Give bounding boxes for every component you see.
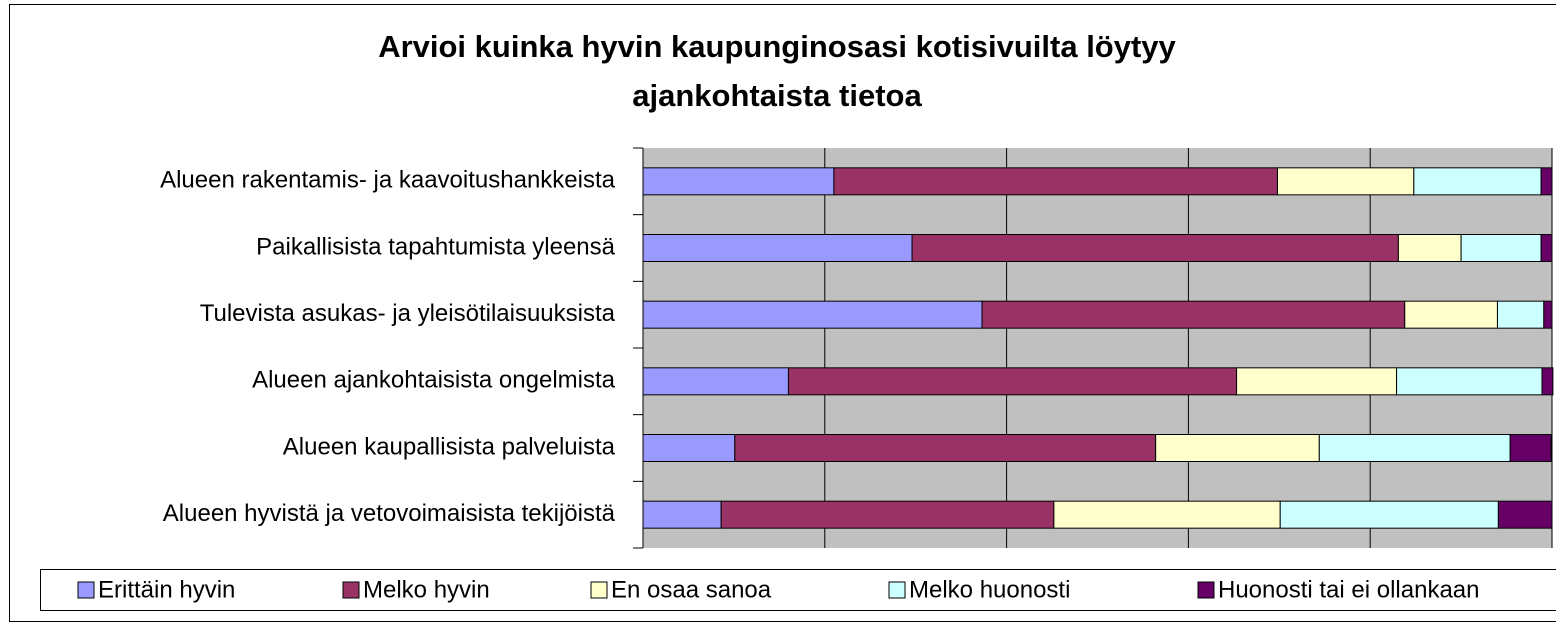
- bar-segment: [642, 367, 789, 396]
- bar-segment: [911, 234, 1399, 262]
- bar-segment: [1155, 434, 1320, 462]
- bar-segment: [1404, 300, 1498, 329]
- bar-segment: [1396, 367, 1543, 396]
- bar-segment: [642, 434, 736, 462]
- legend-label: Erittäin hyvin: [98, 576, 235, 603]
- legend-swatch: [888, 581, 906, 599]
- y-tick-label: Alueen kaupallisista palveluista: [283, 433, 616, 460]
- legend-label: En osaa sanoa: [611, 576, 772, 603]
- bar-segment: [1540, 167, 1553, 196]
- legend-swatch: [77, 581, 95, 599]
- bar-segment: [1236, 367, 1398, 396]
- bar-segment: [642, 500, 722, 529]
- legend-swatch: [1197, 581, 1215, 599]
- bar-segment: [642, 167, 835, 196]
- chart-title: Arvioi kuinka hyvin kaupunginosasi kotis…: [378, 29, 1176, 113]
- plot-area: [643, 148, 1552, 548]
- legend-label: Huonosti tai ei ollankaan: [1218, 576, 1480, 603]
- bar-segment: [787, 367, 1238, 396]
- bar-segment: [1397, 234, 1462, 262]
- y-tick-label: Paikallisista tapahtumista yleensä: [256, 233, 616, 260]
- bar-segment: [1540, 234, 1553, 262]
- bar-segment: [1413, 167, 1542, 196]
- y-tick-label: Alueen ajankohtaisista ongelmista: [252, 367, 616, 394]
- bar-segment: [1460, 234, 1542, 262]
- bar-segment: [1497, 500, 1553, 529]
- bar-segment: [1279, 500, 1499, 529]
- legend-box: [40, 569, 1556, 611]
- bar-segment: [981, 300, 1406, 329]
- y-tick-label: Alueen rakentamis- ja kaavoitushankkeist…: [160, 167, 616, 194]
- bar-segment: [642, 300, 983, 329]
- bar-segment: [1276, 167, 1415, 196]
- legend-label: Melko hyvin: [363, 576, 490, 603]
- y-tick-label: Tulevista asukas- ja yleisötilaisuuksist…: [200, 300, 616, 327]
- bar-segment: [734, 434, 1157, 462]
- bar-segment: [1543, 300, 1553, 329]
- bar-segment: [1541, 367, 1554, 396]
- bar-segment: [1318, 434, 1511, 462]
- y-tick-label: Alueen hyvistä ja vetovoimaisista tekijö…: [163, 500, 616, 527]
- bar-segment: [1496, 300, 1545, 329]
- legend-swatch: [342, 581, 360, 599]
- bar-segment: [833, 167, 1278, 196]
- bar-segment: [1509, 434, 1552, 462]
- bar-segment: [1053, 500, 1281, 529]
- legend-label: Melko huonosti: [909, 576, 1070, 603]
- bar-segment: [720, 500, 1055, 529]
- bar-segment: [642, 234, 913, 262]
- legend-swatch: [590, 581, 608, 599]
